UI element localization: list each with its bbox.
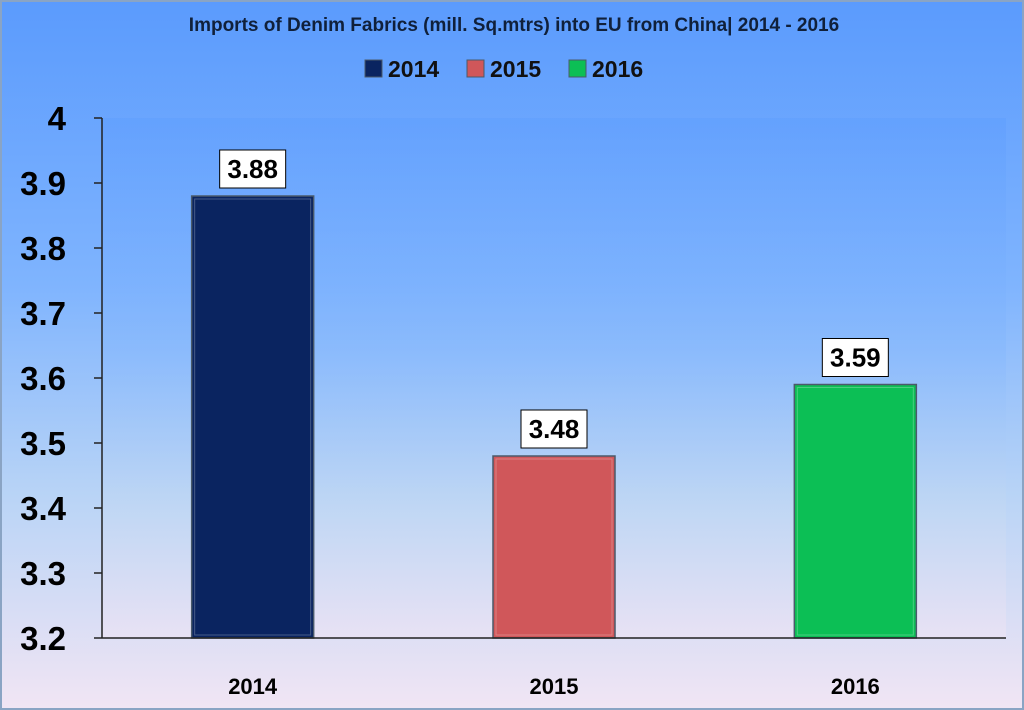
y-tick-label: 3.6: [20, 360, 66, 397]
legend: 2014 2015 2016: [364, 56, 643, 82]
legend-swatch-2016: [568, 59, 587, 78]
data-label: 3.88: [227, 154, 278, 184]
x-tick-label: 2015: [530, 674, 579, 699]
legend-label: 2015: [490, 56, 541, 82]
legend-swatch-2014: [364, 59, 383, 78]
data-labels: 3.88 3.48 3.59: [219, 149, 889, 449]
y-tick-label: 3.7: [20, 295, 66, 332]
bar-2015: [492, 455, 616, 639]
y-tick-label: 3.9: [20, 165, 66, 202]
data-label-box: [520, 409, 588, 449]
y-tick-label: 3.3: [20, 555, 66, 592]
y-axis: 3.2 3.3 3.4 3.5 3.6 3.7 3.8 3.9 4: [20, 100, 103, 657]
legend-label: 2016: [592, 56, 643, 82]
x-tick-label: 2014: [228, 674, 278, 699]
data-label-box: [219, 149, 287, 189]
bar-2016: [793, 383, 918, 639]
data-label: 3.59: [830, 343, 881, 373]
x-axis: 2014 2015 2016: [102, 637, 1006, 699]
legend-swatch-2015: [466, 59, 485, 78]
y-tick-label: 3.2: [20, 620, 66, 657]
bar-bevel: [194, 198, 312, 636]
bar-bevel: [495, 458, 613, 636]
y-tick-label: 3.4: [20, 490, 67, 527]
y-tick-label: 3.5: [20, 425, 66, 462]
data-label: 3.48: [529, 414, 580, 444]
data-label-box: [821, 338, 889, 377]
bar-bevel: [796, 387, 914, 636]
legend-label: 2014: [388, 56, 439, 82]
y-tick-label: 4: [48, 100, 67, 137]
bar-2014: [190, 195, 315, 639]
x-tick-label: 2016: [831, 674, 880, 699]
chart-title: Imports of Denim Fabrics (mill. Sq.mtrs)…: [189, 15, 839, 36]
y-tick-label: 3.8: [20, 230, 66, 267]
